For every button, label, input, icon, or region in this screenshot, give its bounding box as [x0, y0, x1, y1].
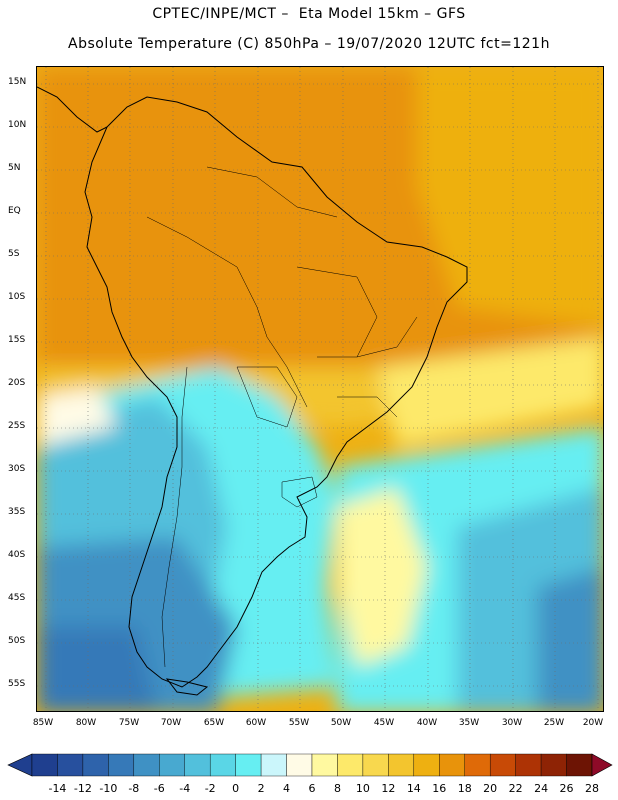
colorbar-swatch	[209, 753, 236, 777]
lat-label-45s: 45S	[8, 593, 26, 603]
lat-label-eq: EQ	[8, 206, 21, 216]
lon-label-75w: 75W	[118, 718, 140, 728]
colorbar-swatch	[133, 753, 160, 777]
colorbar-tick-label: 12	[381, 782, 396, 795]
colorbar-swatch	[311, 753, 338, 777]
lon-label-85w: 85W	[32, 718, 54, 728]
lon-label-25w: 25W	[543, 718, 565, 728]
colorbar-swatch	[337, 753, 364, 777]
map-subtitle: Absolute Temperature (C) 850hPa – 19/07/…	[68, 36, 550, 52]
map-title: CPTEC/INPE/MCT – Eta Model 15km – GFS	[152, 6, 466, 22]
border-paraguay	[236, 366, 298, 428]
lon-label-60w: 60W	[245, 718, 267, 728]
colorbar-tick-label: 8	[333, 782, 341, 795]
colorbar-tick-label: 0	[232, 782, 240, 795]
colorbar-tick-label: 10	[355, 782, 370, 795]
lon-label-65w: 65W	[203, 718, 225, 728]
coastlines	[37, 86, 468, 696]
colorbar-swatch	[159, 753, 185, 777]
colorbar-swatch	[260, 753, 287, 777]
colorbar-tick-label: -10	[99, 782, 118, 795]
colorbar-tick-label: 22	[508, 782, 523, 795]
field-atlantic-colder	[537, 567, 603, 711]
colorbar-tick-label: -8	[128, 782, 140, 795]
lat-label-35s: 35S	[8, 507, 26, 517]
colorbar-tick-label: 18	[457, 782, 472, 795]
lat-label-15s: 15S	[8, 335, 26, 345]
colorbar-tick-label: -6	[153, 782, 165, 795]
lat-label-5n: 5N	[8, 163, 21, 173]
lon-label-50w: 50W	[330, 718, 352, 728]
colorbar-swatch	[464, 753, 491, 777]
colorbar-tick-label: 14	[406, 782, 421, 795]
colorbar-tick-label: 2	[257, 782, 265, 795]
temperature-field	[37, 67, 603, 711]
lat-label-15n: 15N	[8, 77, 27, 87]
colorbar	[7, 753, 613, 777]
lat-label-25s: 25S	[8, 421, 26, 431]
lat-label-20s: 20S	[8, 378, 26, 388]
field-atlantic-warm	[417, 67, 603, 327]
colorbar-arrow-left	[7, 753, 33, 777]
field-band-12	[377, 337, 603, 447]
colorbar-swatch	[362, 753, 389, 777]
colorbar-swatch	[489, 753, 516, 777]
field-far-southwest	[37, 627, 157, 711]
lat-label-10s: 10S	[8, 292, 26, 302]
border-brazil-west	[146, 216, 308, 408]
colorbar-tick-label: -12	[73, 782, 92, 795]
south-america-outline	[84, 96, 468, 688]
colorbar-swatch	[515, 753, 542, 777]
colorbar-swatch	[540, 753, 567, 777]
border-uruguay	[281, 476, 318, 508]
colorbar-tick-label: 4	[283, 782, 291, 795]
tierra-del-fuego	[165, 678, 209, 696]
field-pacific-band	[37, 387, 117, 447]
lon-label-45w: 45W	[373, 718, 395, 728]
colorbar-tick-label: -4	[179, 782, 191, 795]
lat-label-55s: 55S	[8, 679, 26, 689]
colorbar-swatch	[439, 753, 465, 777]
colorbar-tick-label: 28	[585, 782, 599, 795]
lon-label-40w: 40W	[416, 718, 438, 728]
colorbar-swatch	[235, 753, 262, 777]
central-america-outline	[37, 86, 108, 133]
border-andes	[161, 366, 188, 668]
lat-label-10n: 10N	[8, 120, 27, 130]
colorbar-arrow-right	[591, 753, 613, 777]
lon-label-80w: 80W	[75, 718, 97, 728]
colorbar-swatch	[82, 753, 109, 777]
colorbar-swatch	[388, 753, 415, 777]
country-borders	[146, 166, 418, 668]
lon-label-70w: 70W	[160, 718, 182, 728]
colorbar-swatch	[184, 753, 211, 777]
map-panel[interactable]	[36, 66, 604, 712]
colorbar-tick-label: 24	[534, 782, 549, 795]
lon-label-30w: 30W	[501, 718, 523, 728]
lat-label-50s: 50S	[8, 636, 26, 646]
temperature-map	[37, 67, 603, 711]
colorbar-swatch	[31, 753, 58, 777]
colorbar-tick-label: 26	[559, 782, 574, 795]
colorbar-swatch	[413, 753, 440, 777]
colorbar-swatch	[566, 753, 593, 777]
lon-label-55w: 55W	[288, 718, 310, 728]
lat-label-30s: 30S	[8, 464, 26, 474]
colorbar-tick-label: -14	[48, 782, 67, 795]
colorbar-tick-label: 6	[308, 782, 316, 795]
lon-label-35w: 35W	[458, 718, 480, 728]
colorbar-swatch	[108, 753, 135, 777]
colorbar-tick-label: 16	[432, 782, 447, 795]
colorbar-tick-label: 20	[483, 782, 498, 795]
border-brazil-states	[296, 266, 418, 418]
lat-label-40s: 40S	[8, 550, 26, 560]
lat-label-5s: 5S	[8, 249, 20, 259]
border-brazil-north	[206, 166, 338, 218]
colorbar-swatch	[286, 753, 313, 777]
field-warm-tongue	[337, 487, 427, 667]
lon-label-20w: 20W	[582, 718, 604, 728]
colorbar-tick-label: -2	[204, 782, 216, 795]
colorbar-swatch	[57, 753, 84, 777]
